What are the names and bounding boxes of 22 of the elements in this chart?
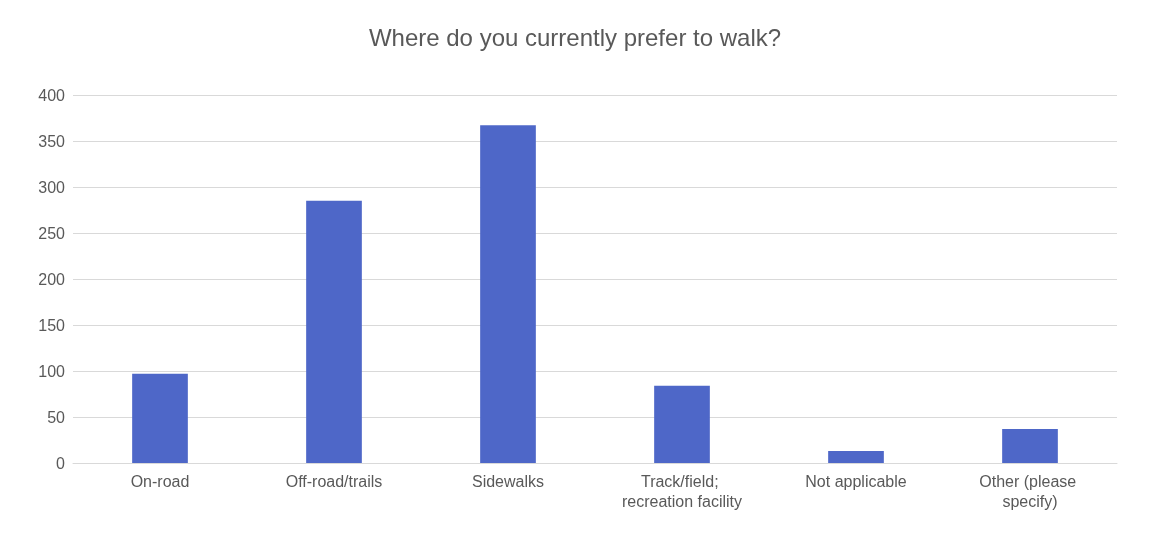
x-tick-label: Not applicable	[805, 472, 907, 490]
bar	[828, 451, 884, 463]
y-tick-label: 0	[56, 454, 66, 472]
y-tick-label: 50	[47, 408, 66, 426]
x-tick-label: Sidewalks	[471, 472, 545, 490]
bar	[306, 200, 362, 463]
bar	[480, 125, 536, 463]
y-tick-label: 300	[38, 178, 66, 196]
y-tick-label: 100	[38, 362, 66, 380]
y-tick-label: 150	[38, 316, 66, 334]
y-tick-label: 200	[38, 270, 66, 288]
y-tick-label: 400	[38, 86, 66, 104]
bar	[132, 373, 188, 463]
x-tick-label: Off-road/trails	[285, 472, 383, 490]
y-tick-label: 350	[38, 132, 66, 150]
bar	[654, 385, 710, 463]
x-tick-label: On-road	[130, 472, 190, 490]
bar	[1002, 428, 1058, 463]
y-tick-label: 250	[38, 224, 66, 242]
chart-title: Where do you currently prefer to walk?	[368, 23, 782, 51]
x-tick-label: Other (please specify)	[979, 472, 1081, 510]
x-tick-label: Track/field; recreation facility	[621, 472, 743, 510]
